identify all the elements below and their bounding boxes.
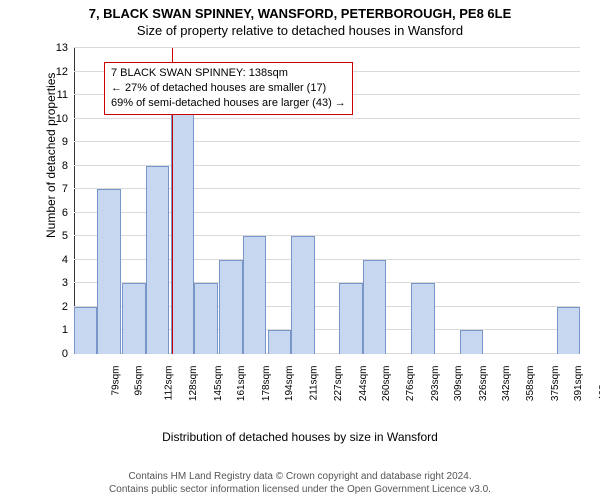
x-tick-label: 260sqm xyxy=(381,366,392,402)
bar xyxy=(171,95,194,354)
bar xyxy=(146,166,169,354)
gridline xyxy=(74,118,580,119)
x-tick-label: 358sqm xyxy=(525,366,536,402)
chart-container: Number of detached properties 0123456789… xyxy=(50,48,580,388)
gridline xyxy=(74,141,580,142)
page-title: 7, BLACK SWAN SPINNEY, WANSFORD, PETERBO… xyxy=(0,0,600,21)
footer-line-2: Contains public sector information licen… xyxy=(0,483,600,496)
bar xyxy=(97,189,120,354)
x-tick-label: 326sqm xyxy=(478,366,489,402)
y-tick-label: 8 xyxy=(62,160,68,172)
plot-area: 01234567891011121379sqm95sqm112sqm128sqm… xyxy=(74,48,580,354)
y-tick-label: 5 xyxy=(62,230,68,242)
y-tick-label: 4 xyxy=(62,254,68,266)
bar xyxy=(74,307,97,354)
y-tick-label: 11 xyxy=(57,89,68,101)
bar xyxy=(219,260,242,354)
bar xyxy=(411,283,434,354)
y-tick-label: 7 xyxy=(62,183,68,195)
x-tick-label: 342sqm xyxy=(502,366,513,402)
bar xyxy=(291,236,314,354)
x-tick-label: 227sqm xyxy=(333,366,344,402)
y-tick-label: 6 xyxy=(62,207,68,219)
x-tick-label: 276sqm xyxy=(405,366,416,402)
x-tick-label: 375sqm xyxy=(550,366,561,402)
x-tick-label: 79sqm xyxy=(110,366,121,396)
annotation-line-1: 7 BLACK SWAN SPINNEY: 138sqm xyxy=(111,66,346,81)
annotation-line-2: ← 27% of detached houses are smaller (17… xyxy=(111,81,346,96)
y-tick-label: 2 xyxy=(62,301,68,313)
x-tick-label: 178sqm xyxy=(261,366,272,402)
x-axis-label: Distribution of detached houses by size … xyxy=(0,430,600,444)
gridline xyxy=(74,47,580,48)
y-tick-label: 9 xyxy=(62,136,68,148)
annotation-line-3: 69% of semi-detached houses are larger (… xyxy=(111,96,346,111)
y-tick-label: 12 xyxy=(56,66,68,78)
x-tick-label: 194sqm xyxy=(284,366,295,402)
bar xyxy=(460,330,483,354)
annotation-box: 7 BLACK SWAN SPINNEY: 138sqm← 27% of det… xyxy=(104,62,353,115)
y-tick-label: 0 xyxy=(62,348,68,360)
x-tick-label: 211sqm xyxy=(309,366,320,401)
bar xyxy=(268,330,291,354)
footer-line-1: Contains HM Land Registry data © Crown c… xyxy=(0,470,600,483)
page-subtitle: Size of property relative to detached ho… xyxy=(0,21,600,38)
y-tick-label: 10 xyxy=(56,113,68,125)
bar xyxy=(363,260,386,354)
x-tick-label: 293sqm xyxy=(430,366,441,402)
x-tick-label: 244sqm xyxy=(358,366,369,402)
y-tick-label: 3 xyxy=(62,277,68,289)
x-tick-label: 112sqm xyxy=(163,366,174,401)
x-tick-label: 391sqm xyxy=(573,366,584,402)
y-tick-label: 13 xyxy=(56,42,68,54)
bar xyxy=(122,283,145,354)
x-tick-label: 161sqm xyxy=(236,366,247,402)
x-tick-label: 128sqm xyxy=(188,366,199,402)
x-tick-label: 95sqm xyxy=(134,366,145,396)
bar xyxy=(339,283,362,354)
x-tick-label: 145sqm xyxy=(213,366,224,402)
footer-attribution: Contains HM Land Registry data © Crown c… xyxy=(0,470,600,496)
bar xyxy=(194,283,217,354)
y-tick-label: 1 xyxy=(62,324,68,336)
bar xyxy=(243,236,266,354)
x-tick-label: 309sqm xyxy=(453,366,464,402)
bar xyxy=(557,307,580,354)
